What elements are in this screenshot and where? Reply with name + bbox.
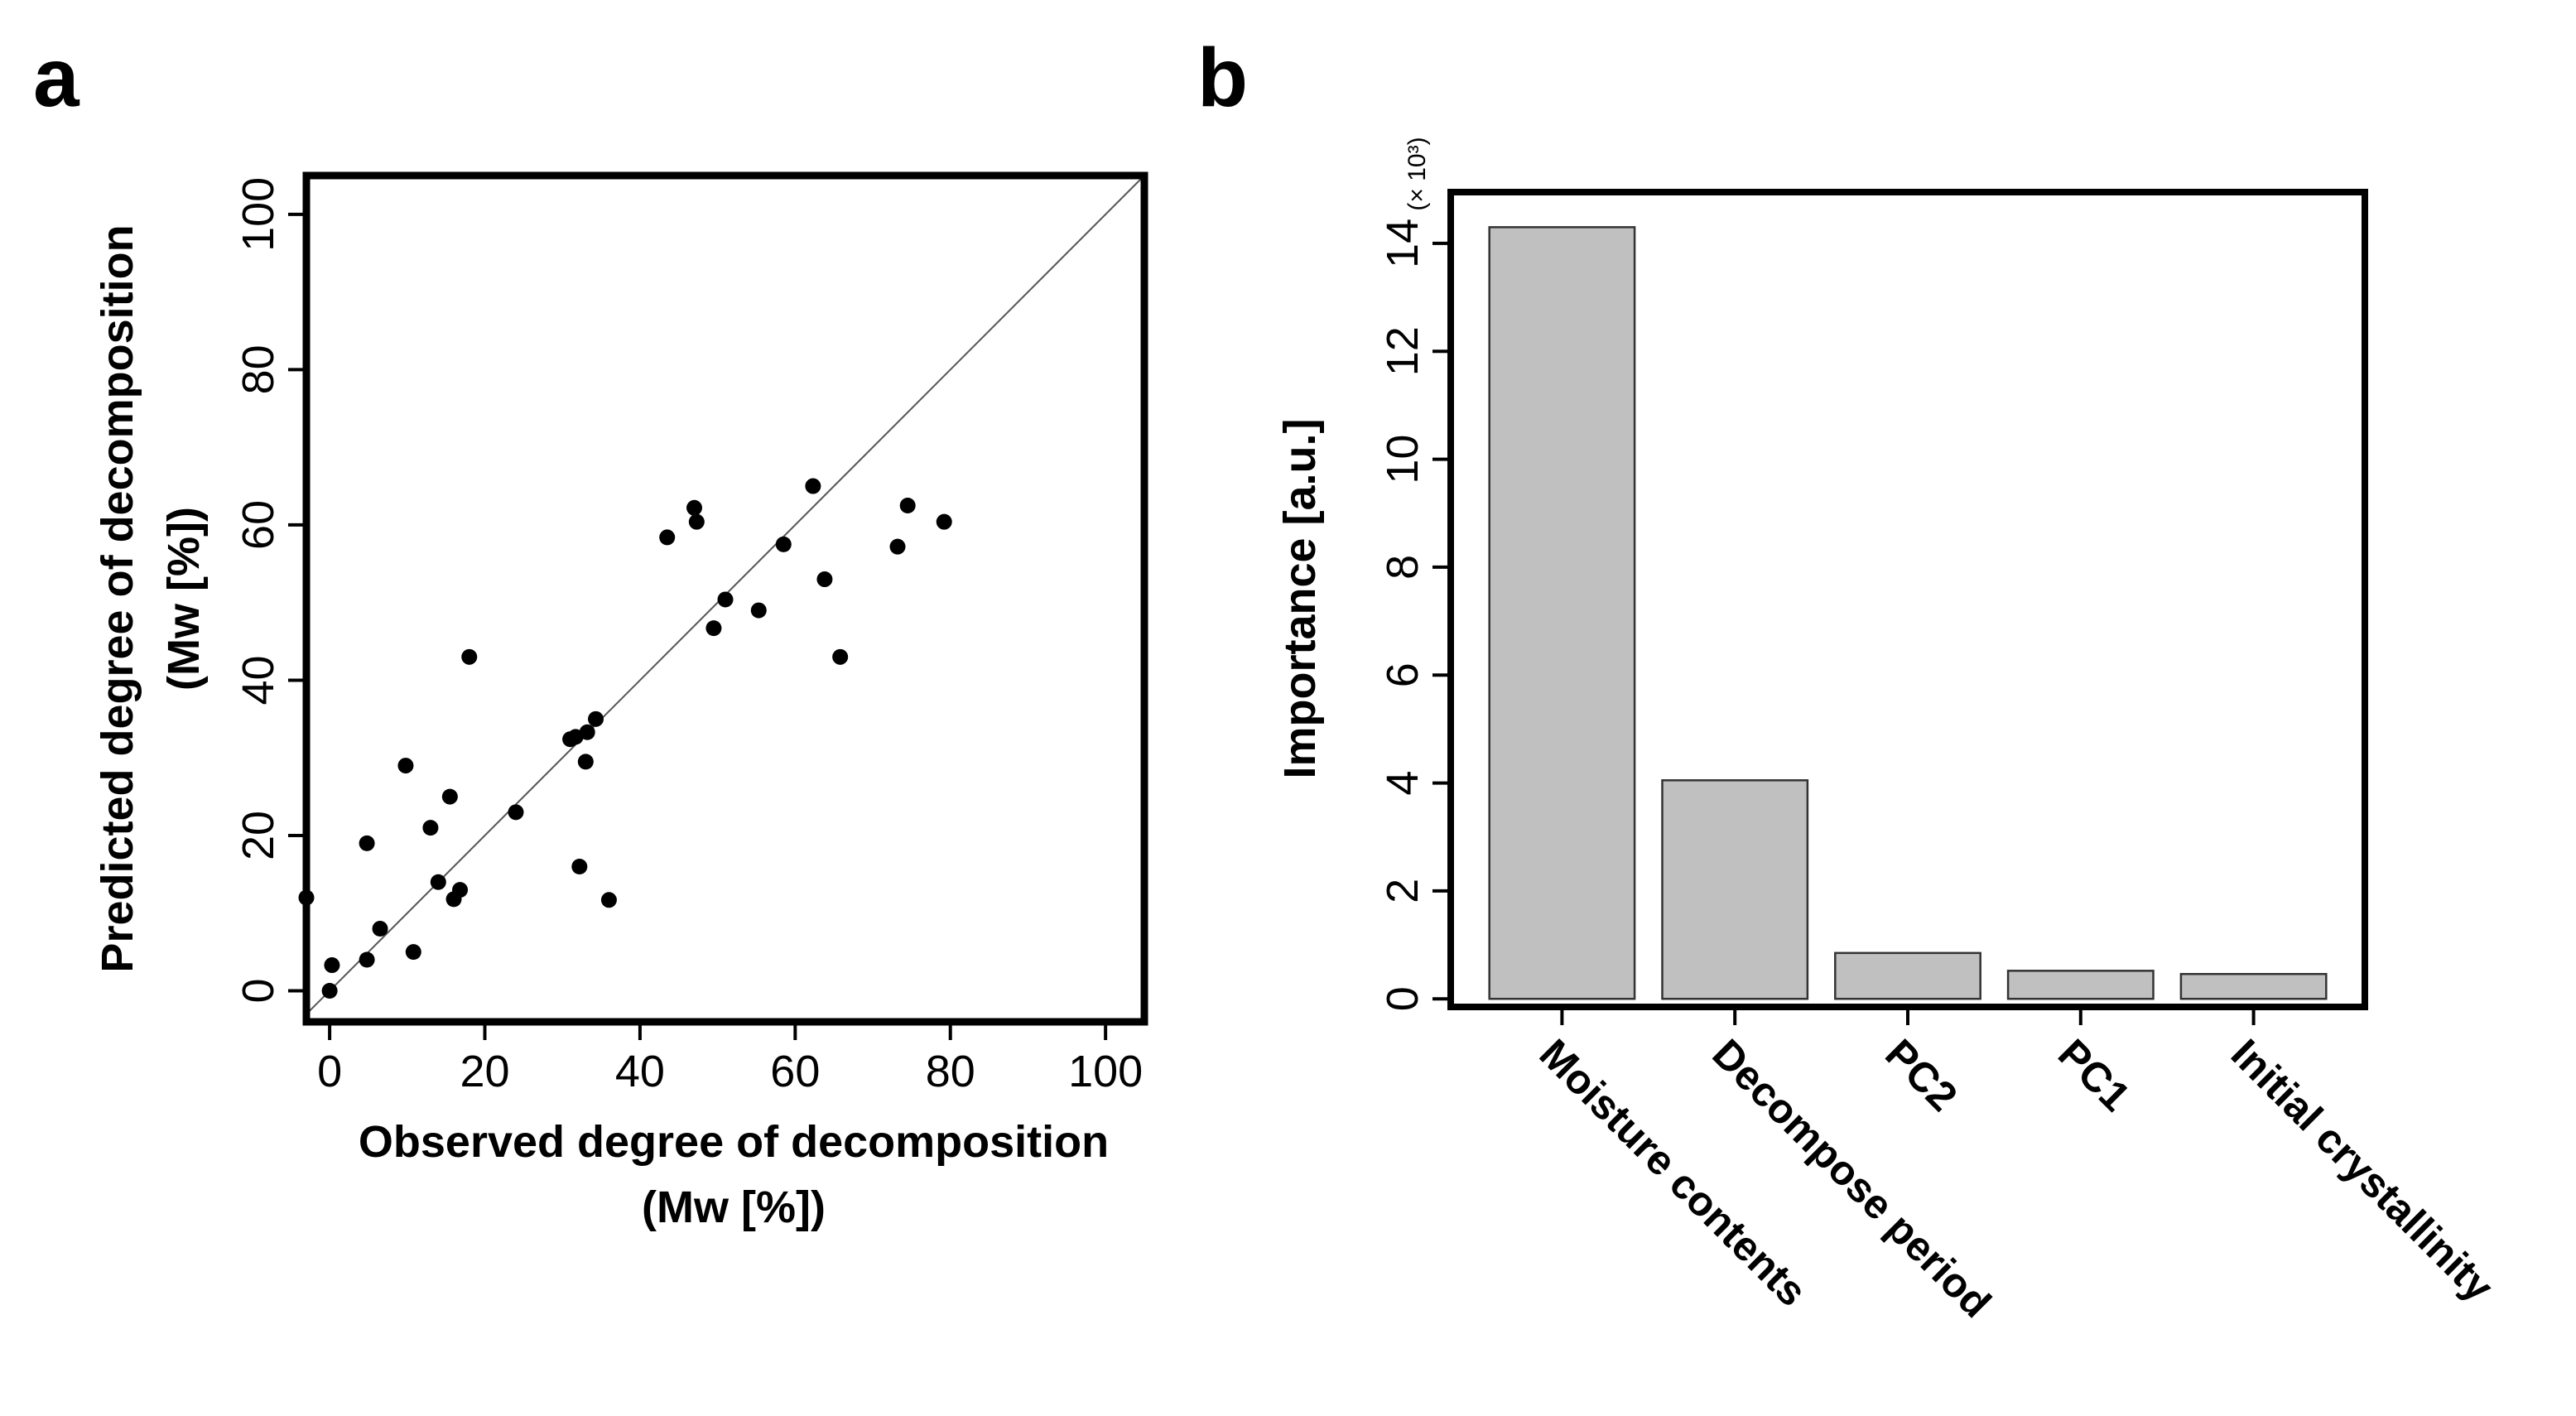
- y-axis-ticks: 0 2 4 6 8 10 12 14: [1378, 219, 1447, 1011]
- x-tick-label: 100: [1068, 1047, 1143, 1096]
- bars: [1488, 226, 2328, 1000]
- data-point: [405, 944, 421, 961]
- data-point: [936, 513, 952, 530]
- y-tick-label: 80: [234, 344, 283, 394]
- bar: [2006, 970, 2155, 1000]
- data-point: [430, 874, 446, 890]
- data-point: [461, 648, 478, 665]
- data-point: [899, 497, 916, 513]
- data-point: [705, 620, 722, 637]
- data-point: [659, 529, 676, 546]
- x-tick-label: 0: [317, 1047, 342, 1096]
- bar: [1834, 951, 1981, 1000]
- bar: [2179, 972, 2328, 1000]
- data-point: [600, 892, 617, 908]
- data-point: [577, 754, 594, 770]
- data-point: [397, 758, 414, 774]
- y-axis-label: Importance [a.u.]: [1275, 418, 1325, 778]
- y-tick-label: 40: [234, 655, 283, 705]
- y-tick-label: 0: [1378, 986, 1428, 1011]
- x-tick-label: 20: [460, 1047, 509, 1096]
- data-point: [775, 536, 792, 552]
- x-tick-label: 40: [615, 1047, 665, 1096]
- data-point: [686, 499, 703, 516]
- data-point: [750, 602, 767, 619]
- data-point: [359, 951, 375, 968]
- data-point: [688, 513, 705, 530]
- scatter-panel: 0 20 40 60 80 100 0 20 40 60 80 100 Observed degre…: [93, 171, 1148, 1232]
- y-axis-label-unit: (Mw [%]): [159, 507, 209, 691]
- x-tick-label: PC2: [1876, 1030, 1966, 1120]
- y-tick-label: 2: [1378, 879, 1428, 903]
- data-point: [508, 804, 524, 821]
- y-tick-label: 20: [234, 811, 283, 860]
- x-tick-label: 80: [926, 1047, 975, 1096]
- multiplier-label: (× 10³): [1404, 137, 1431, 210]
- y-tick-label: 4: [1378, 771, 1428, 796]
- data-point: [441, 788, 458, 805]
- data-point: [717, 591, 734, 608]
- y-tick-label: 100: [234, 177, 283, 252]
- data-point: [372, 920, 388, 937]
- data-point: [832, 648, 849, 665]
- bar: [1661, 779, 1809, 1000]
- x-axis-label-unit: (Mw [%]): [642, 1182, 826, 1232]
- y-tick-label: 0: [234, 978, 283, 1003]
- x-tick-label: Decompose period: [1703, 1030, 2000, 1327]
- data-point: [452, 882, 469, 898]
- data-point: [579, 724, 595, 740]
- x-tick-label: 60: [770, 1047, 820, 1096]
- y-tick-label: 12: [1378, 326, 1428, 376]
- data-point: [889, 538, 906, 555]
- data-point: [588, 710, 604, 727]
- x-tick-label: PC1: [2049, 1030, 2139, 1120]
- y-axis-label: Predicted degree of decomposition: [93, 224, 142, 972]
- y-tick-label: 14: [1378, 219, 1428, 268]
- x-axis-ticks: 0 20 40 60 80 100: [317, 1025, 1143, 1096]
- y-tick-label: 60: [234, 500, 283, 550]
- scatter-points: [298, 478, 952, 999]
- bar: [1488, 226, 1636, 1000]
- y-tick-label: 10: [1378, 435, 1428, 484]
- x-tick-label: Initial crystallinity: [2222, 1030, 2502, 1310]
- panel-letter-b: b: [1197, 31, 1248, 124]
- data-point: [359, 835, 375, 851]
- data-point: [324, 957, 340, 974]
- scatter-plot-frame: [302, 171, 1148, 1026]
- y-tick-label: 8: [1378, 555, 1428, 580]
- y-tick-label: 6: [1378, 662, 1428, 687]
- data-point: [571, 858, 588, 874]
- data-point: [321, 982, 338, 999]
- panel-letter-a: a: [33, 31, 80, 124]
- data-point: [805, 478, 821, 494]
- x-axis-label: Observed degree of decomposition: [359, 1117, 1109, 1167]
- y-axis-ticks: 0 20 40 60 80 100: [234, 177, 303, 1004]
- data-point: [816, 571, 833, 588]
- bar-plot-frame: [1447, 189, 2368, 1010]
- data-point: [422, 820, 439, 836]
